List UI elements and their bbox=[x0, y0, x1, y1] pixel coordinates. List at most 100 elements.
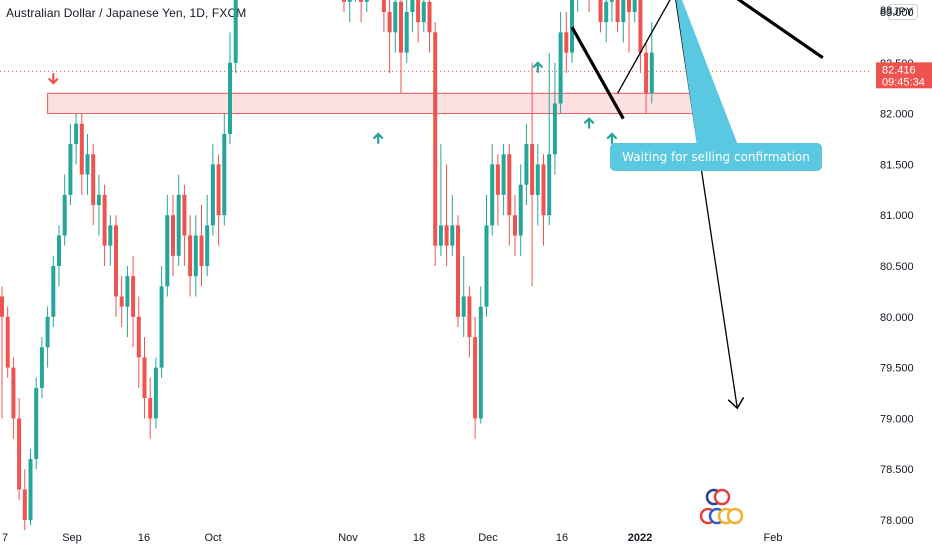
candle-body bbox=[205, 225, 210, 266]
candle bbox=[410, 0, 415, 33]
candle bbox=[28, 448, 33, 526]
callout-box[interactable] bbox=[610, 143, 822, 171]
candle bbox=[96, 174, 101, 236]
candle-body bbox=[627, 0, 631, 12]
candle bbox=[387, 0, 392, 73]
candle bbox=[222, 113, 227, 226]
candle-body bbox=[91, 154, 96, 206]
candle bbox=[342, 0, 346, 12]
candle-body bbox=[535, 164, 540, 195]
candle bbox=[484, 194, 489, 317]
candle bbox=[530, 62, 535, 287]
candle bbox=[513, 194, 517, 256]
candle bbox=[142, 337, 147, 419]
candle bbox=[57, 225, 61, 287]
candle bbox=[461, 255, 466, 338]
candle-body bbox=[39, 347, 44, 388]
candle-body bbox=[216, 164, 221, 216]
candle-body bbox=[364, 0, 369, 2]
candle-body bbox=[558, 32, 563, 104]
trendline[interactable] bbox=[570, 26, 625, 120]
candle bbox=[359, 0, 364, 23]
candle-body bbox=[359, 0, 364, 2]
y-tick-label: 79.500 bbox=[880, 363, 914, 375]
candle bbox=[393, 0, 398, 53]
candle bbox=[108, 215, 113, 266]
x-tick-label: 7 bbox=[2, 532, 8, 544]
candle bbox=[416, 0, 421, 43]
candle bbox=[102, 184, 107, 266]
candle bbox=[638, 0, 643, 73]
currency-badge[interactable]: JPY bbox=[888, 4, 919, 20]
y-tick-label: 80.000 bbox=[880, 312, 914, 324]
candle-body bbox=[490, 164, 495, 226]
trendline[interactable] bbox=[264, 0, 824, 60]
x-axis: 7 Sep 16 Oct Nov 18 Dec 16 2022 Feb bbox=[2, 532, 783, 544]
candle-body bbox=[444, 225, 449, 246]
candle-body bbox=[148, 398, 153, 419]
candle bbox=[188, 215, 193, 297]
candle-body bbox=[564, 32, 569, 53]
candle-body bbox=[524, 144, 529, 185]
candle-body bbox=[518, 184, 523, 236]
price-tag-countdown: 09:45:34 bbox=[882, 76, 925, 88]
candle bbox=[507, 144, 512, 246]
candle bbox=[570, 0, 574, 63]
y-tick-label: 81.000 bbox=[880, 210, 914, 222]
candle bbox=[467, 286, 472, 358]
candle bbox=[609, 0, 614, 23]
candle-body bbox=[347, 0, 352, 2]
candle-body bbox=[85, 154, 90, 175]
candle-body bbox=[495, 164, 500, 195]
candle-body bbox=[621, 0, 626, 23]
candle bbox=[524, 123, 529, 206]
candle bbox=[604, 0, 609, 43]
candle-body bbox=[530, 144, 535, 195]
candle-body bbox=[399, 1, 403, 53]
x-tick-label: Feb bbox=[764, 532, 783, 544]
candle-body bbox=[79, 123, 84, 175]
candle-body bbox=[34, 387, 39, 460]
candle-body bbox=[638, 0, 643, 53]
candle bbox=[210, 144, 215, 236]
buy-arrow-icon bbox=[373, 132, 384, 145]
candle-body bbox=[644, 52, 649, 94]
candle bbox=[131, 255, 136, 348]
x-tick-label: Oct bbox=[204, 532, 221, 544]
candle-body bbox=[193, 235, 198, 277]
candle bbox=[114, 215, 118, 317]
candle-body bbox=[17, 418, 22, 490]
candle-body bbox=[28, 459, 33, 520]
candle-body bbox=[473, 337, 478, 419]
candle bbox=[399, 0, 403, 94]
candle-body bbox=[176, 194, 181, 256]
candle bbox=[176, 174, 181, 266]
candle bbox=[444, 164, 449, 266]
candle bbox=[193, 215, 198, 297]
candle bbox=[51, 255, 56, 327]
candle-body bbox=[125, 276, 130, 307]
candle-body bbox=[404, 12, 409, 53]
candle-body bbox=[57, 235, 61, 266]
price-tag-box bbox=[876, 62, 932, 89]
candle-body bbox=[342, 0, 346, 2]
x-tick-label: 2022 bbox=[628, 532, 652, 544]
trendline[interactable] bbox=[617, 0, 675, 94]
candle-body bbox=[450, 225, 455, 246]
x-tick-label: Dec bbox=[478, 532, 498, 544]
candle bbox=[233, 0, 238, 73]
candle bbox=[535, 144, 540, 226]
candle bbox=[364, 0, 369, 12]
candle-body bbox=[547, 154, 552, 216]
buy-arrow-icon bbox=[584, 117, 595, 129]
candle-body bbox=[507, 154, 512, 216]
trendline[interactable] bbox=[675, 0, 738, 408]
y-tick-label: 83.000 bbox=[880, 7, 914, 19]
sr-zone bbox=[47, 92, 704, 115]
y-tick-label: 78.000 bbox=[880, 515, 914, 527]
candle-body bbox=[381, 0, 386, 12]
candle bbox=[644, 42, 649, 114]
candle bbox=[490, 144, 495, 236]
candle bbox=[518, 164, 523, 256]
